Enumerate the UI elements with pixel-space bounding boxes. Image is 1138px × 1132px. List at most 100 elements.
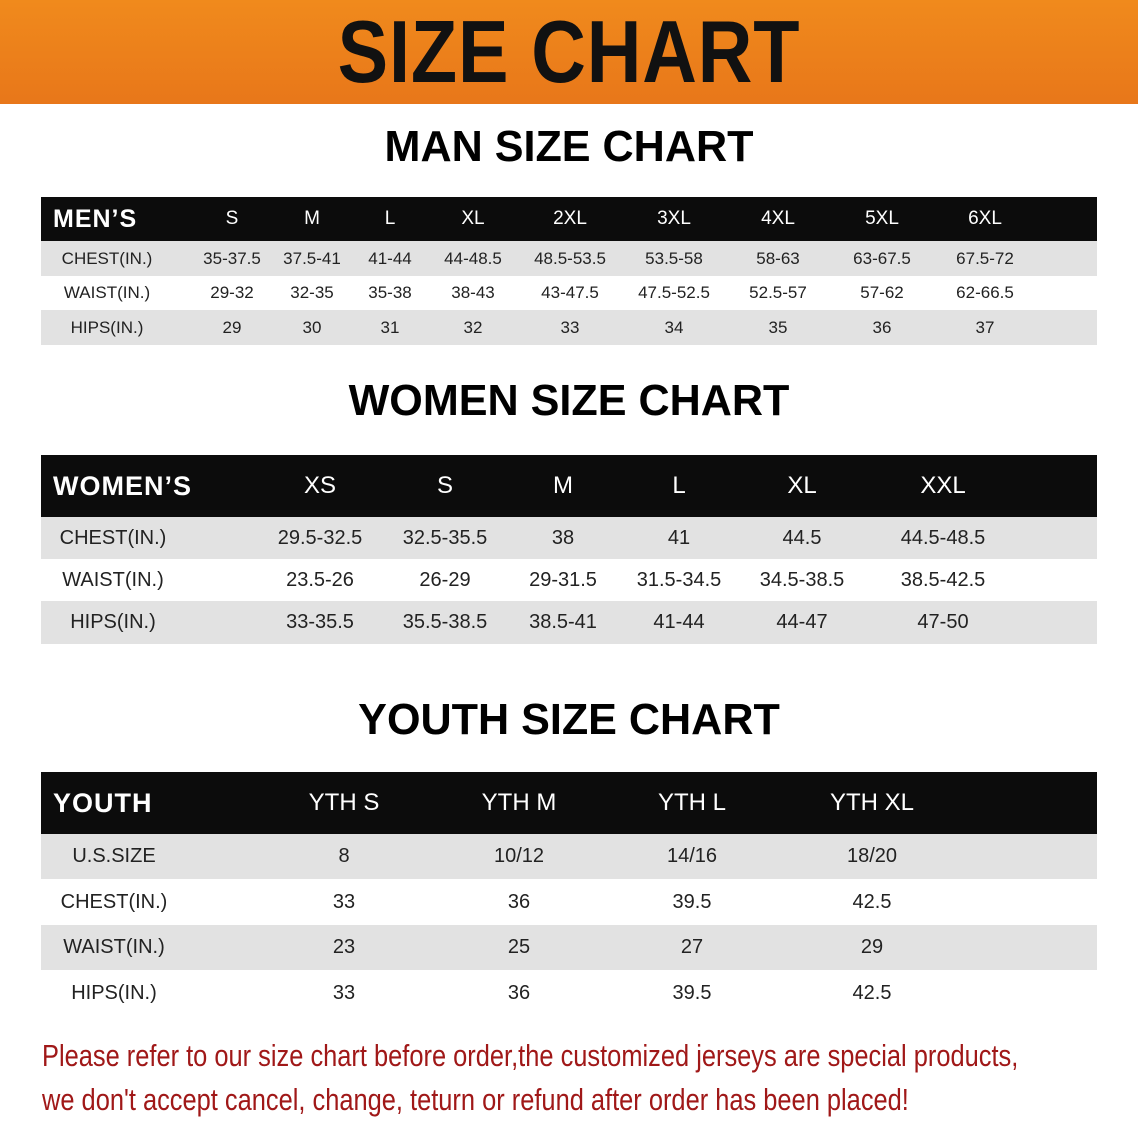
- table-cell: 41: [667, 526, 691, 549]
- row-label: CHEST(IN.): [61, 248, 153, 268]
- table-cell: 47-50: [917, 611, 969, 633]
- row-label: HIPS(IN.): [70, 317, 144, 337]
- table-cell: 39.5: [672, 890, 712, 913]
- table-cell: 35: [768, 317, 788, 337]
- table-cell: 41-44: [368, 248, 412, 268]
- table-cell: 44-48.5: [444, 248, 502, 268]
- size-header-s: S: [436, 472, 454, 499]
- row-label: WAIST(IN.): [62, 568, 164, 591]
- table-cell: 53.5-58: [645, 248, 703, 268]
- table-cell: 63-67.5: [853, 248, 911, 268]
- size-header-3xl: 3XL: [657, 208, 691, 229]
- size-header-xl: XL: [787, 472, 817, 499]
- table-cell: 58-63: [756, 248, 800, 268]
- table-cell: 30: [302, 317, 322, 337]
- men-header-row: MEN’S S M L XL 2XL 3XL 4XL 5XL 6XL: [41, 197, 1097, 241]
- table-cell: 29.5-32.5: [277, 526, 363, 549]
- youth-header-row: YOUTH YTH S YTH M YTH L YTH XL: [41, 772, 1097, 834]
- table-cell: 29: [860, 936, 884, 958]
- table-cell: 35-38: [368, 283, 412, 302]
- youth-size-table: YOUTH YTH S YTH M YTH L YTH XL U.S.SIZE 8 10/12…: [41, 772, 1097, 1016]
- table-cell: 33: [560, 317, 580, 337]
- table-row: WAIST(IN.) 23.5-26 26-29 29-31.5 31.5-34.5 34…: [41, 559, 1097, 601]
- size-header-yth-s: YTH S: [308, 789, 380, 816]
- table-cell: 44.5: [782, 526, 822, 549]
- notice-line-1: Please refer to our size chart before or…: [42, 1038, 1019, 1073]
- title-banner: SIZE CHART: [0, 0, 1138, 104]
- table-cell: 25: [507, 936, 531, 958]
- size-header-m: M: [553, 472, 573, 499]
- table-row: HIPS(IN.) 29 30 31 32 33 34 35 36 37: [41, 310, 1097, 345]
- table-row: HIPS(IN.) 33-35.5 35.5-38.5 38.5-41 41-44 44-…: [41, 601, 1097, 644]
- size-header-5xl: 5XL: [865, 208, 899, 229]
- row-label: WAIST(IN.): [63, 936, 165, 958]
- table-cell: 32: [463, 317, 483, 337]
- row-label: HIPS(IN.): [70, 611, 156, 633]
- women-size-table: WOMEN’S XS S M L XL XXL CHEST(IN.) 29.5-32.5 32.5…: [41, 455, 1097, 644]
- table-cell: 34: [664, 317, 684, 337]
- size-header-yth-m: YTH M: [481, 789, 557, 816]
- row-label: U.S.SIZE: [72, 845, 156, 867]
- table-cell: 35.5-38.5: [402, 611, 488, 633]
- table-cell: 52.5-57: [749, 283, 807, 302]
- table-cell: 57-62: [860, 283, 904, 302]
- size-header-yth-xl: YTH XL: [829, 789, 915, 816]
- table-cell: 29-32: [210, 283, 254, 302]
- men-header-label: MEN’S: [53, 204, 138, 233]
- table-cell: 32-35: [290, 283, 334, 302]
- table-row: WAIST(IN.) 23 25 27 29: [41, 925, 1097, 970]
- table-cell: 35-37.5: [203, 248, 261, 268]
- table-cell: 27: [680, 936, 704, 958]
- size-header-yth-l: YTH L: [657, 789, 727, 816]
- table-cell: 23.5-26: [286, 568, 354, 591]
- table-row: HIPS(IN.) 33 36 39.5 42.5: [41, 970, 1097, 1016]
- table-cell: 26-29: [419, 568, 471, 591]
- table-cell: 32.5-35.5: [402, 526, 488, 549]
- table-cell: 34.5-38.5: [759, 568, 845, 591]
- size-header-s: S: [225, 208, 239, 229]
- table-cell: 37: [975, 317, 995, 337]
- table-row: CHEST(IN.) 35-37.5 37.5-41 41-44 44-48.5 48.5…: [41, 241, 1097, 276]
- table-cell: 42.5: [852, 981, 892, 1004]
- table-cell: 14/16: [666, 845, 718, 867]
- table-cell: 38-43: [451, 283, 495, 302]
- table-cell: 8: [338, 845, 350, 867]
- table-cell: 38: [551, 526, 575, 549]
- table-cell: 37.5-41: [283, 248, 341, 268]
- table-cell: 33-35.5: [286, 611, 354, 633]
- table-cell: 36: [507, 981, 531, 1004]
- size-header-xs: XS: [303, 472, 337, 499]
- table-cell: 38.5-42.5: [900, 568, 986, 591]
- row-label: HIPS(IN.): [71, 981, 157, 1004]
- table-cell: 33: [332, 890, 356, 913]
- row-label: WAIST(IN.): [63, 283, 151, 302]
- size-header-6xl: 6XL: [968, 208, 1002, 229]
- table-cell: 67.5-72: [956, 248, 1014, 268]
- table-cell: 36: [872, 317, 892, 337]
- table-cell: 23: [332, 936, 356, 958]
- row-label: CHEST(IN.): [59, 526, 167, 549]
- table-cell: 47.5-52.5: [638, 283, 710, 302]
- youth-section-title: YOUTH SIZE CHART: [358, 695, 780, 744]
- row-label: CHEST(IN.): [60, 890, 168, 913]
- table-cell: 44-47: [776, 611, 828, 633]
- table-cell: 31: [380, 317, 400, 337]
- men-section-title: MAN SIZE CHART: [384, 122, 754, 171]
- women-section-title: WOMEN SIZE CHART: [348, 376, 790, 425]
- table-cell: 29-31.5: [529, 568, 597, 591]
- table-cell: 43-47.5: [541, 283, 599, 302]
- table-cell: 18/20: [846, 845, 898, 867]
- banner-title: SIZE CHART: [337, 2, 801, 101]
- size-header-xxl: XXL: [920, 472, 966, 499]
- table-cell: 48.5-53.5: [534, 248, 606, 268]
- table-cell: 42.5: [852, 890, 892, 913]
- women-header-label: WOMEN’S: [53, 470, 192, 501]
- table-cell: 31.5-34.5: [636, 568, 722, 591]
- table-row: CHEST(IN.) 29.5-32.5 32.5-35.5 38 41 44.5 44.5…: [41, 517, 1097, 559]
- table-cell: 10/12: [493, 845, 545, 867]
- table-cell: 36: [507, 890, 531, 913]
- table-row: WAIST(IN.) 29-32 32-35 35-38 38-43 43-47.5 47.…: [41, 276, 1097, 310]
- size-header-l: L: [384, 208, 396, 229]
- women-header-row: WOMEN’S XS S M L XL XXL: [41, 455, 1097, 517]
- youth-header-label: YOUTH: [53, 787, 153, 818]
